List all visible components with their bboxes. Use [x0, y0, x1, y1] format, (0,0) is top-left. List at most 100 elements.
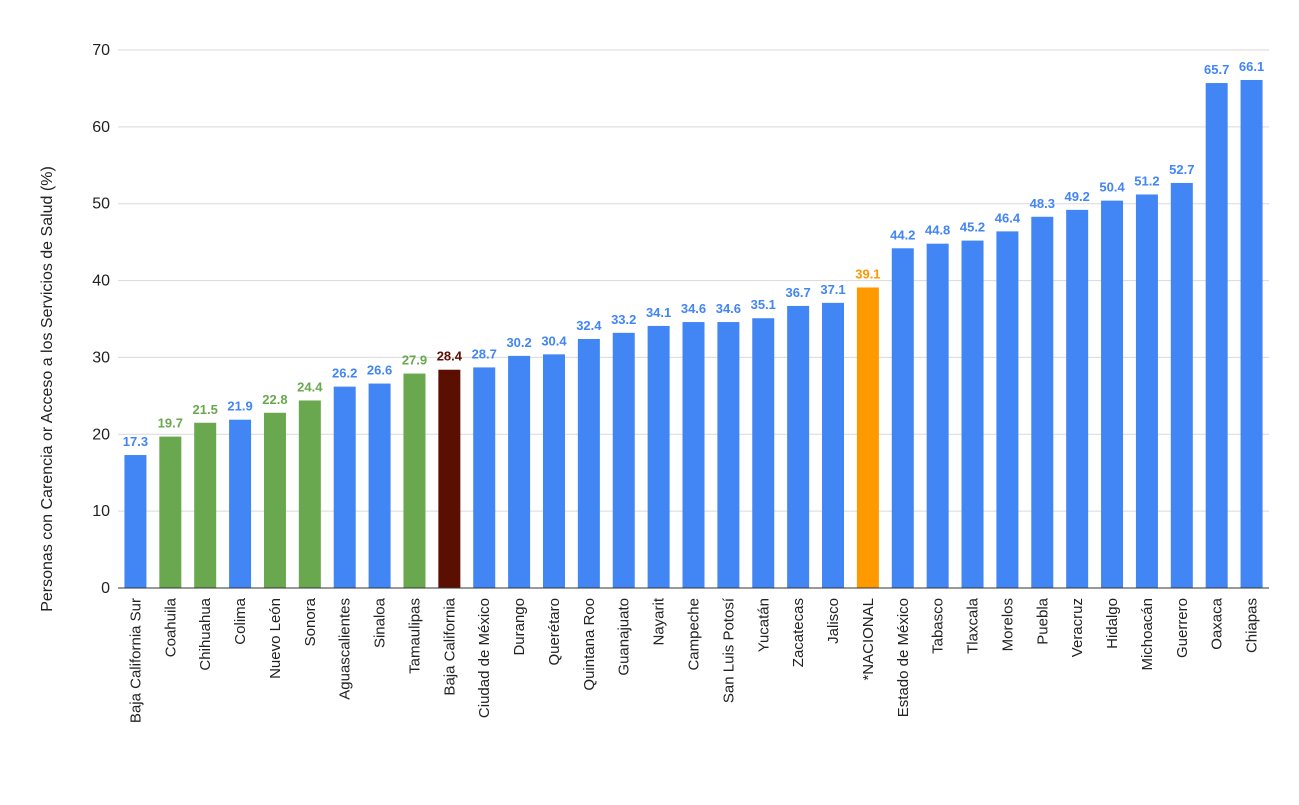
data-label: 24.4 — [297, 379, 323, 394]
x-tick-label: Morelos — [999, 598, 1016, 651]
bar — [996, 231, 1019, 588]
x-tick-label: Sinaloa — [372, 597, 389, 648]
data-label: 39.1 — [855, 266, 880, 281]
data-label: 33.2 — [611, 312, 636, 327]
bar — [822, 302, 845, 588]
bar — [961, 240, 984, 588]
data-label: 17.3 — [123, 434, 148, 449]
bar — [1135, 194, 1158, 588]
data-label: 44.2 — [890, 227, 915, 242]
bar — [1170, 182, 1193, 588]
x-tick-label: Ciudad de México — [476, 598, 493, 718]
x-tick-label: Tamaulipas — [406, 598, 423, 674]
data-label: 22.8 — [262, 392, 287, 407]
data-label: 30.2 — [506, 335, 531, 350]
x-tick-label: Puebla — [1034, 597, 1051, 644]
bar — [682, 322, 705, 588]
bar — [508, 355, 531, 588]
x-tick-label: Baja California — [441, 597, 458, 695]
y-tick-label: 20 — [92, 426, 110, 443]
y-tick-label: 10 — [92, 503, 110, 520]
data-label: 21.9 — [227, 399, 252, 414]
data-label: 21.5 — [193, 402, 218, 417]
x-tick-label: Guanajuato — [616, 598, 633, 676]
x-tick-label: Aguascalientes — [337, 598, 354, 700]
data-label: 26.6 — [367, 363, 392, 378]
x-tick-label: Quintana Roo — [581, 598, 598, 691]
bar — [159, 436, 182, 588]
x-tick-label: Nuevo León — [267, 598, 284, 679]
data-labels: 17.3 19.7 21.5 21.9 22.8 24.4 26.2 26.6 27.9 28.4… — [123, 59, 1264, 449]
data-label: 19.7 — [158, 416, 183, 431]
y-tick-label: 40 — [92, 273, 110, 290]
x-tick-label: Durango — [511, 598, 528, 656]
x-tick-label: Nayarit — [651, 597, 668, 645]
x-tick-label: Tabasco — [930, 598, 947, 654]
data-label: 52.7 — [1169, 162, 1194, 177]
y-tick-label: 0 — [101, 580, 110, 597]
data-label: 32.4 — [576, 318, 602, 333]
data-label: 49.2 — [1065, 189, 1090, 204]
x-tick-label: Veracruz — [1069, 598, 1086, 657]
x-tick-label: Hidalgo — [1104, 598, 1121, 649]
data-label: 34.1 — [646, 305, 671, 320]
y-axis-ticks: 0 10 20 30 40 50 60 70 — [92, 42, 110, 597]
y-axis-label: Personas con Carencia or Acceso a los Se… — [39, 166, 56, 612]
bar — [403, 373, 426, 588]
bar — [1205, 83, 1228, 588]
bars — [124, 79, 1263, 588]
x-tick-label: Michoacán — [1139, 598, 1156, 671]
x-tick-label: Guerrero — [1174, 598, 1191, 658]
x-tick-label: Sonora — [302, 597, 319, 646]
data-label: 48.3 — [1030, 196, 1055, 211]
data-label: 34.6 — [716, 301, 741, 316]
bar — [647, 325, 670, 588]
x-tick-label: Tlaxcala — [965, 597, 982, 654]
x-tick-label: Baja California Sur — [127, 598, 144, 723]
data-label: 28.7 — [472, 346, 497, 361]
x-tick-label: Jalisco — [825, 598, 842, 644]
bar — [229, 419, 252, 588]
bar — [194, 422, 217, 588]
x-tick-label: Estado de México — [895, 598, 912, 717]
x-tick-label: Colima — [232, 597, 249, 644]
bar — [124, 455, 147, 588]
x-tick-label: *NACIONAL — [860, 598, 877, 681]
bar — [263, 412, 286, 588]
data-label: 34.6 — [681, 301, 706, 316]
bar — [1240, 79, 1263, 588]
bar — [717, 322, 740, 588]
bar — [438, 369, 461, 588]
bar — [926, 243, 949, 588]
bar — [473, 367, 496, 588]
data-label: 36.7 — [785, 285, 810, 300]
data-label: 45.2 — [960, 220, 985, 235]
y-tick-label: 70 — [92, 42, 110, 59]
bar — [612, 332, 635, 588]
data-label: 37.1 — [820, 282, 845, 297]
x-tick-label: Oaxaca — [1209, 597, 1226, 649]
data-label: 35.1 — [751, 297, 776, 312]
x-axis-ticks: Baja California Sur Coahuila Chihuahua Coli… — [127, 597, 1260, 723]
x-tick-label: Zacatecas — [790, 598, 807, 667]
data-label: 65.7 — [1204, 62, 1229, 77]
x-tick-label: Campeche — [686, 598, 703, 671]
bar — [856, 287, 879, 588]
x-tick-label: San Luis Potosí — [720, 597, 737, 703]
x-tick-label: Chiapas — [1244, 598, 1261, 653]
bar — [1066, 209, 1089, 588]
bar — [298, 400, 321, 588]
bar — [1101, 200, 1124, 588]
bar — [542, 354, 565, 588]
data-label: 66.1 — [1239, 59, 1264, 74]
data-label: 27.9 — [402, 353, 427, 368]
x-tick-label: Coahuila — [162, 597, 179, 657]
data-label: 30.4 — [541, 333, 567, 348]
data-label: 51.2 — [1134, 173, 1159, 188]
y-tick-label: 50 — [92, 196, 110, 213]
bar — [891, 248, 914, 588]
y-tick-label: 30 — [92, 349, 110, 366]
bar — [752, 318, 775, 588]
data-label: 44.8 — [925, 223, 950, 238]
bar — [368, 383, 391, 588]
